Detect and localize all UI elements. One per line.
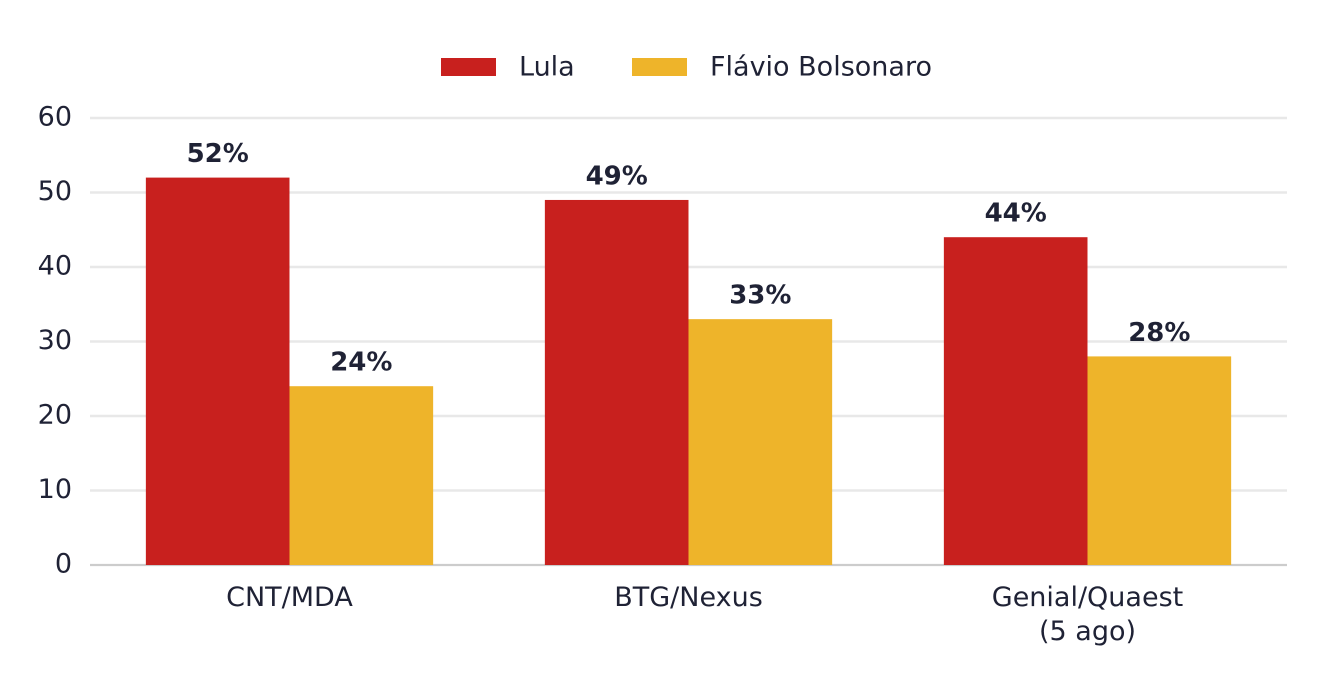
value-label: 28% <box>1128 318 1190 348</box>
y-tick-label: 40 <box>38 251 72 282</box>
bar <box>544 199 689 565</box>
x-tick-label: CNT/MDA <box>226 582 353 613</box>
value-label: 24% <box>330 348 392 378</box>
value-label: 52% <box>187 139 249 169</box>
value-label: 44% <box>985 199 1047 229</box>
y-tick-label: 20 <box>38 400 72 431</box>
legend-swatch <box>441 58 496 76</box>
bar <box>1087 356 1232 565</box>
value-label: 49% <box>586 161 648 191</box>
y-tick-label: 10 <box>38 474 72 505</box>
legend-swatch <box>632 58 687 76</box>
x-tick-label: Genial/Quaest (5 ago) <box>992 582 1183 647</box>
legend-label: Lula <box>519 52 575 83</box>
y-tick-label: 0 <box>55 549 72 580</box>
y-tick-label: 60 <box>38 102 72 133</box>
value-label: 33% <box>729 281 791 311</box>
bar <box>688 319 833 565</box>
y-tick-label: 50 <box>38 176 72 207</box>
legend-label: Flávio Bolsonaro <box>710 52 932 83</box>
bar <box>145 177 290 565</box>
x-tick-label: BTG/Nexus <box>614 582 763 613</box>
bar <box>289 386 434 565</box>
bar <box>943 237 1088 565</box>
y-tick-label: 30 <box>38 325 72 356</box>
